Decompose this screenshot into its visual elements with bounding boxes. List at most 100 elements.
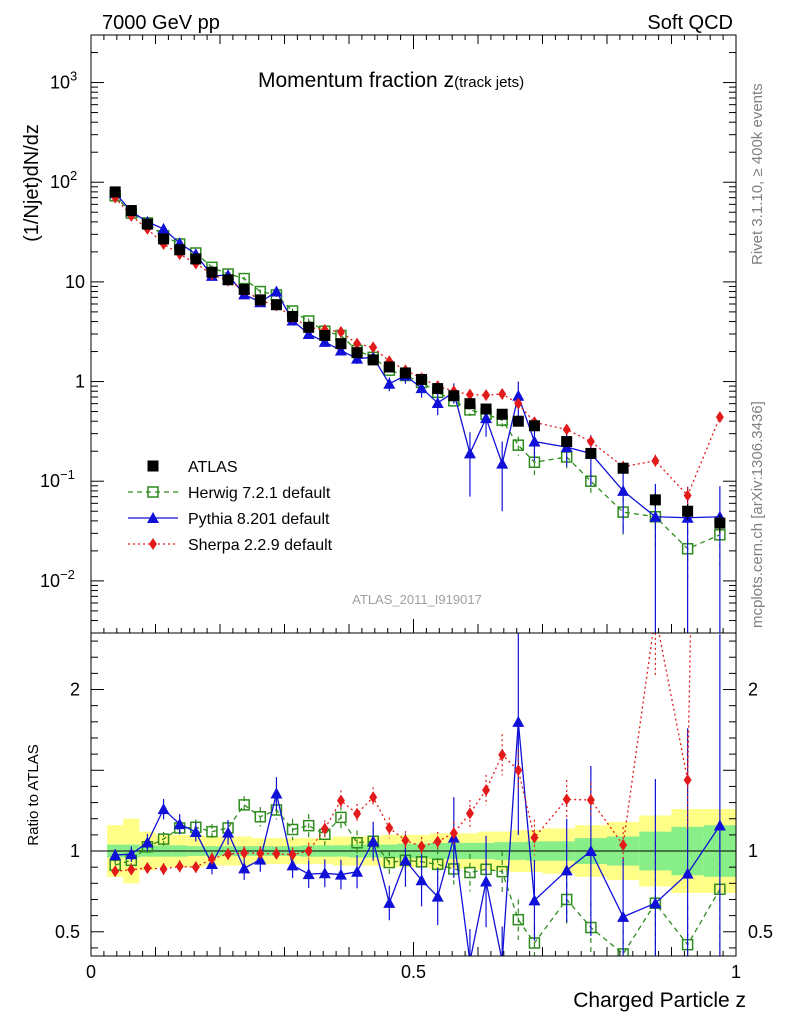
- data-point: [222, 274, 234, 286]
- ratio-point: [240, 846, 249, 859]
- data-point: [463, 447, 476, 459]
- ratio-point: [530, 831, 539, 844]
- ratio-point: [562, 793, 571, 806]
- side-text-top: Rivet 3.1.10, ≥ 400k events: [749, 83, 766, 265]
- data-point: [528, 435, 541, 447]
- data-point: [238, 283, 250, 295]
- ratio-tick-label-right: 2: [748, 680, 758, 700]
- ratio-point: [304, 845, 313, 858]
- ratio-point: [399, 854, 412, 866]
- main-plot-area: [109, 186, 726, 633]
- y-tick-label: 103: [50, 69, 77, 93]
- data-point: [649, 494, 661, 506]
- ratio-point: [512, 913, 525, 926]
- ratio-point: [125, 848, 138, 860]
- ratio-point: [383, 896, 396, 908]
- y-tick-label: 10: [65, 272, 85, 292]
- data-point: [512, 415, 524, 427]
- data-point: [125, 205, 137, 217]
- legend-marker: [149, 538, 157, 550]
- ratio-point: [449, 827, 458, 840]
- ratio-point: [369, 791, 378, 804]
- ratio-point: [207, 852, 216, 865]
- data-point: [562, 423, 571, 436]
- ratio-point: [496, 865, 508, 878]
- ratio-point: [336, 794, 345, 807]
- y-tick-label: 1: [75, 372, 85, 392]
- data-point: [254, 294, 266, 306]
- ratio-point: [173, 818, 186, 830]
- data-point: [351, 347, 363, 359]
- ratio-point: [482, 784, 491, 797]
- ratio-point: [401, 834, 410, 847]
- ratio-point: [270, 787, 283, 799]
- data-point: [158, 233, 170, 245]
- x-axis-label: Charged Particle z: [573, 989, 746, 1012]
- data-point: [482, 389, 491, 402]
- data-point: [353, 337, 362, 350]
- ratio-point: [385, 821, 394, 834]
- data-point: [432, 383, 444, 395]
- x-tick-label: 0: [86, 962, 96, 982]
- ratio-point: [238, 799, 250, 811]
- data-point: [683, 489, 692, 502]
- ratio-point: [465, 807, 474, 820]
- ratio-point: [159, 862, 168, 875]
- data-point: [157, 222, 170, 234]
- ratio-point: [302, 819, 315, 832]
- data-point: [141, 218, 153, 230]
- ratio-point: [302, 868, 315, 880]
- data-point: [465, 388, 474, 401]
- ratio-point: [617, 910, 630, 922]
- data-point: [514, 397, 523, 410]
- ratio-point: [367, 835, 380, 847]
- ratio-point: [254, 811, 267, 823]
- data-point: [585, 447, 597, 459]
- data-point: [270, 299, 282, 311]
- y-tick-label: 10−1: [40, 467, 75, 491]
- ratio-point: [584, 845, 597, 857]
- data-point: [561, 436, 573, 448]
- data-point: [190, 253, 202, 265]
- data-point: [649, 510, 662, 522]
- y-tick-label: 10−2: [40, 567, 75, 591]
- legend-label: ATLAS: [188, 459, 238, 476]
- legend-label: Pythia 8.201 default: [188, 511, 330, 528]
- ratio-point: [464, 866, 476, 879]
- data-point: [415, 382, 428, 394]
- ratio-point: [528, 894, 541, 906]
- data-point: [399, 367, 411, 379]
- data-point: [318, 335, 331, 347]
- chart-title-main: Momentum fraction z: [258, 69, 454, 92]
- ratio-point: [512, 715, 525, 727]
- ratio-point: [619, 839, 628, 852]
- ratio-point: [111, 865, 120, 878]
- header-left: 7000 GeV pp: [102, 12, 220, 34]
- data-point: [617, 484, 630, 496]
- ratio-point: [415, 874, 428, 886]
- ratio-point: [586, 794, 595, 807]
- header-right: Soft QCD: [647, 12, 733, 34]
- data-point: [270, 285, 283, 297]
- chart-title-sub: (track jets): [454, 74, 524, 91]
- side-text-bottom: mcplots.cern.ch [arXiv:1306.3436]: [749, 401, 766, 628]
- data-point: [336, 325, 345, 338]
- ratio-tick-label-right: 1: [748, 841, 758, 861]
- ratio-tick-label-right: 0.5: [748, 922, 773, 942]
- ratio-point: [127, 863, 136, 876]
- data-point: [206, 266, 218, 278]
- ratio-point: [222, 826, 235, 838]
- ratio-point: [286, 823, 299, 836]
- ratio-point: [353, 807, 362, 820]
- ratio-point: [433, 835, 442, 848]
- ratio-point: [189, 826, 202, 838]
- ratio-point: [431, 890, 444, 902]
- ratio-point: [713, 819, 726, 831]
- ratio-tick-label-left: 1: [70, 841, 80, 861]
- ratio-point: [238, 862, 251, 874]
- data-point: [496, 408, 508, 420]
- series-line: [114, 197, 721, 497]
- ratio-point: [334, 868, 347, 880]
